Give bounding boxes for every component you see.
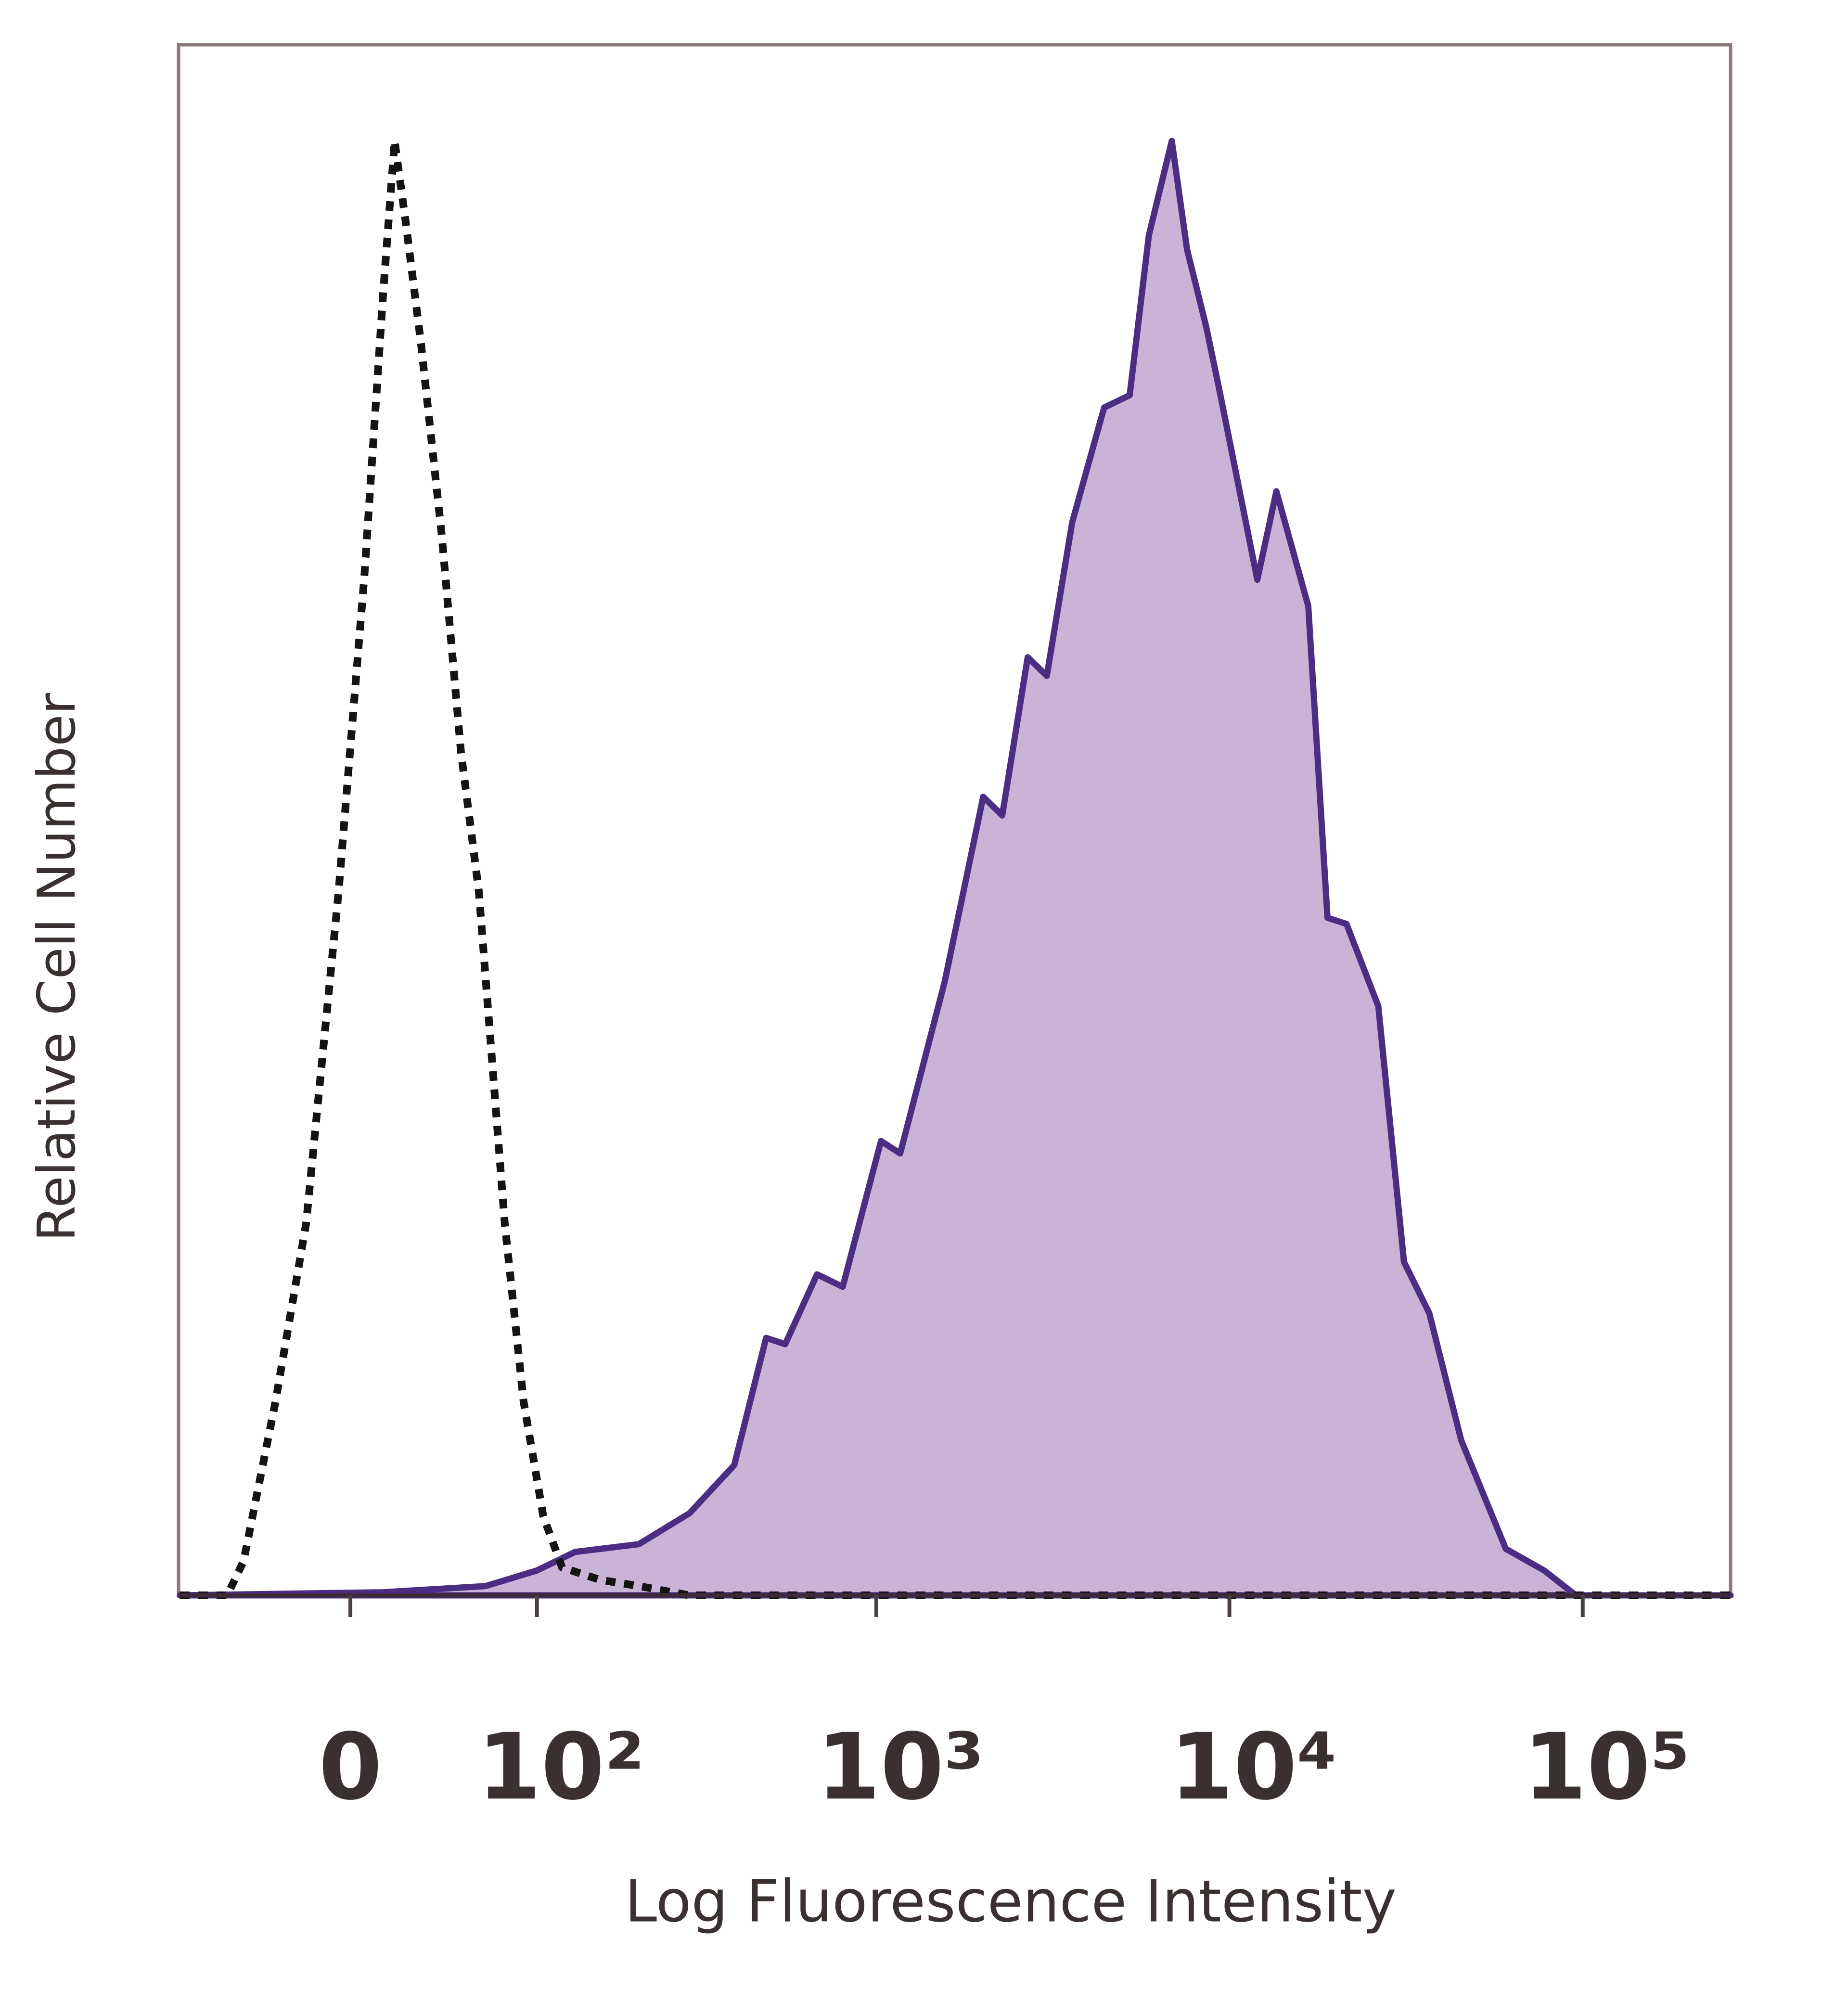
x-tick-label: 10³ [817,1714,984,1820]
y-axis-label: Relative Cell Number [27,693,87,1242]
x-axis-label: Log Fluorescence Intensity [625,1869,1396,1936]
x-tick-label: 10⁴ [1170,1714,1337,1820]
x-tick-label: 10² [477,1714,645,1820]
filled-histogram [177,138,1734,1599]
x-tick-label: 0 [319,1714,382,1820]
dashed-line [180,137,1731,1599]
x-tick-label: 10⁵ [1523,1714,1691,1820]
